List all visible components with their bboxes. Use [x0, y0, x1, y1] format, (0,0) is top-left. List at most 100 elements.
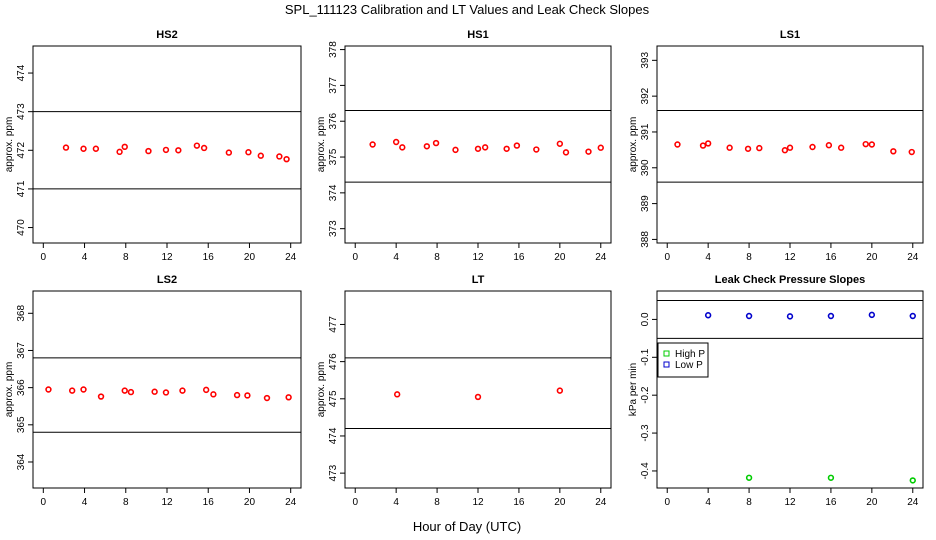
data-point: [233, 391, 241, 399]
data-point: [474, 393, 482, 401]
x-tick-label: 0: [352, 497, 358, 508]
data-point: [786, 144, 794, 151]
data-point: [585, 148, 592, 155]
data-point: [283, 155, 290, 163]
panel-0: HS2 approx. ppm 0 4 8 12 16 20 24 470 471 472 473 474: [4, 29, 302, 263]
x-tick-label: 20: [866, 252, 878, 263]
x-tick-label: 8: [123, 252, 129, 263]
data-point: [556, 140, 564, 147]
panel-title: HS2: [156, 29, 177, 41]
x-tick-label: 16: [203, 497, 215, 508]
y-tick-label: 376: [328, 112, 339, 129]
panel-5: Leak Check Pressure Slopes kPa per min 0 4 8…: [628, 274, 924, 508]
y-tick-label: -0.4: [640, 462, 651, 480]
y-axis-label: kPa per min: [628, 363, 639, 416]
data-point: [533, 146, 540, 153]
data-point: [556, 387, 564, 394]
data-point: [452, 146, 459, 154]
x-tick-label: 24: [595, 497, 607, 508]
data-point: [674, 141, 681, 148]
x-tick-label: 24: [285, 497, 297, 508]
x-tick-label: 12: [784, 252, 796, 263]
data-point: [827, 474, 835, 481]
x-tick-label: 0: [664, 497, 670, 508]
data-point: [809, 143, 816, 151]
data-point: [162, 146, 170, 154]
y-tick-label: 388: [640, 231, 651, 248]
data-point: [908, 148, 915, 156]
plot-frame: [344, 290, 612, 489]
data-point: [145, 147, 152, 155]
panel-3: LS2 approx. ppm 0 4 8 12 16 20 24 364 365 366 367 368: [4, 274, 302, 508]
y-tick-label: 365: [16, 416, 27, 433]
data-point: [868, 311, 876, 319]
x-tick-label: 24: [907, 497, 919, 508]
panel-2: LS1 approx. ppm 0 4 8 12 16 20 24 388 389 390 391 392…: [628, 29, 924, 263]
data-point: [62, 144, 70, 151]
data-point: [562, 149, 570, 156]
data-point: [369, 141, 376, 148]
panel-title: LT: [472, 274, 485, 286]
x-tick-label: 0: [664, 252, 670, 263]
y-tick-label: 392: [640, 87, 651, 104]
y-tick-label: 366: [16, 379, 27, 396]
y-tick-label: 0.0: [640, 312, 651, 326]
data-point: [890, 148, 897, 155]
y-tick-label: 389: [640, 195, 651, 212]
data-point: [179, 387, 186, 394]
y-tick-label: 367: [16, 342, 27, 359]
plot-frame: [656, 45, 924, 244]
data-point: [276, 153, 283, 160]
legend-label: High P: [675, 349, 705, 360]
data-point: [432, 139, 440, 147]
data-point: [80, 386, 87, 393]
data-point: [474, 145, 482, 152]
y-tick-label: 373: [328, 220, 339, 237]
y-tick-label: 473: [328, 464, 339, 481]
data-point: [244, 392, 251, 399]
data-point: [257, 152, 264, 159]
data-point: [827, 312, 835, 320]
x-tick-label: 20: [554, 252, 566, 263]
x-tick-label: 24: [595, 252, 607, 263]
plot-frame: [32, 45, 302, 244]
data-point: [392, 138, 400, 146]
data-point: [121, 143, 128, 151]
x-tick-label: 4: [393, 252, 399, 263]
y-axis-label: approx. ppm: [4, 362, 15, 418]
x-tick-label: 4: [82, 497, 88, 508]
data-point: [909, 477, 916, 484]
data-point: [245, 149, 252, 156]
x-tick-label: 12: [161, 497, 173, 508]
data-point: [285, 394, 292, 401]
data-point: [97, 393, 105, 400]
y-tick-label: 474: [16, 64, 27, 81]
x-tick-label: 24: [907, 252, 919, 263]
data-point: [744, 145, 752, 152]
data-point: [210, 391, 217, 398]
x-tick-label: 20: [866, 497, 878, 508]
main-title: SPL_111123 Calibration and LT Values and…: [285, 2, 650, 17]
x-tick-label: 12: [472, 252, 484, 263]
y-tick-label: 471: [16, 180, 27, 197]
data-point: [597, 144, 604, 151]
y-tick-label: 374: [328, 184, 339, 201]
data-point: [699, 142, 707, 149]
plot-frame: [344, 45, 612, 244]
y-tick-label: 474: [328, 427, 339, 444]
data-point: [745, 312, 753, 320]
x-tick-label: 0: [41, 252, 47, 263]
legend-label: Low P: [675, 360, 703, 371]
x-tick-label: 24: [285, 252, 297, 263]
data-point: [745, 474, 753, 481]
legend-marker: [663, 350, 670, 357]
x-tick-label: 4: [82, 252, 88, 263]
data-point: [837, 144, 845, 151]
panel-title: Leak Check Pressure Slopes: [715, 274, 865, 286]
data-point: [781, 147, 789, 154]
x-tick-label: 12: [161, 252, 173, 263]
panel-title: LS1: [780, 29, 800, 41]
data-point: [263, 394, 271, 402]
data-point: [202, 386, 210, 394]
